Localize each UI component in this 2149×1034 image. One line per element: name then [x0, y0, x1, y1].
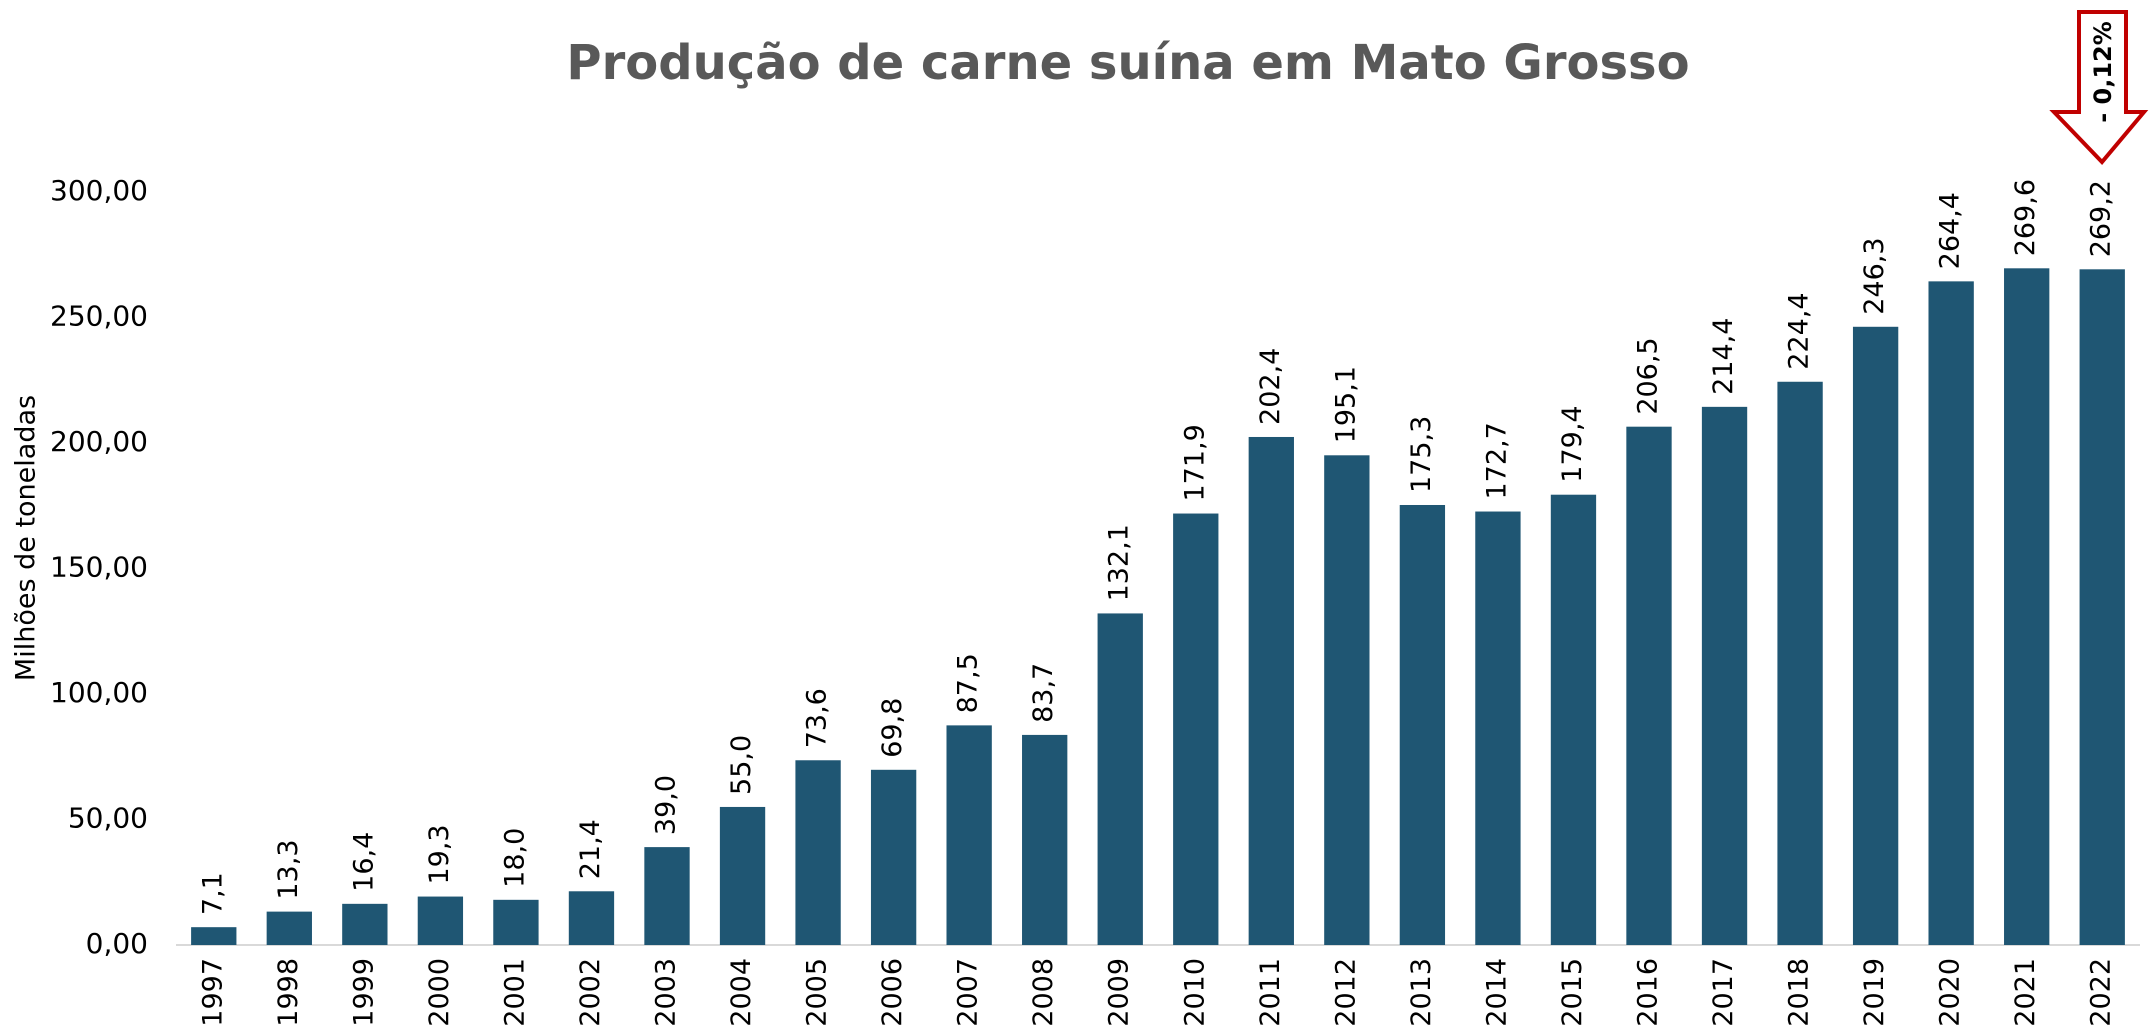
- value-label: 206,5: [1633, 337, 1664, 414]
- x-tick-label: 2018: [1784, 958, 1815, 1027]
- y-tick-label: 0,00: [86, 927, 148, 960]
- bar: [342, 903, 388, 945]
- bar: [1324, 455, 1370, 945]
- x-tick-label: 2022: [2086, 958, 2117, 1027]
- bar: [266, 911, 312, 945]
- x-tick-label: 2009: [1104, 958, 1135, 1027]
- y-tick-label: 300,00: [50, 174, 148, 207]
- chart-title: Produção de carne suína em Mato Grosso: [566, 35, 1689, 91]
- bar: [1022, 734, 1068, 945]
- bar: [1399, 504, 1446, 945]
- x-tick-label: 2006: [877, 958, 908, 1027]
- bar: [1550, 494, 1597, 945]
- y-axis-label: Milhões de toneladas: [11, 395, 42, 681]
- bar: [1701, 406, 1748, 946]
- value-label: 55,0: [726, 735, 757, 795]
- bar: [1626, 426, 1672, 945]
- x-tick-label: 2005: [802, 958, 833, 1027]
- bar: [1097, 613, 1143, 945]
- bar: [1928, 281, 1974, 946]
- value-label: 39,0: [651, 775, 682, 835]
- x-tick-label: 2013: [1406, 958, 1437, 1027]
- value-label: 246,3: [1859, 237, 1890, 314]
- bar: [568, 891, 615, 945]
- bar: [1777, 381, 1823, 946]
- bar: [1248, 436, 1294, 945]
- bar: [2004, 268, 2050, 946]
- value-label: 16,4: [348, 832, 379, 892]
- value-label: 195,1: [1330, 366, 1361, 443]
- value-label: 18,0: [499, 828, 530, 888]
- value-label: 202,4: [1255, 348, 1286, 425]
- annotation: - 0,12%: [2089, 21, 2117, 123]
- bar: [1475, 511, 1521, 945]
- value-label: 19,3: [424, 824, 455, 884]
- x-tick-label: 1999: [348, 958, 379, 1027]
- value-label: 269,2: [2086, 180, 2117, 257]
- value-label: 175,3: [1406, 416, 1437, 493]
- x-tick-label: 2014: [1481, 958, 1512, 1027]
- bar: [870, 769, 917, 945]
- bar: [795, 760, 841, 945]
- value-label: 73,6: [802, 688, 833, 748]
- x-tick-label: 2016: [1633, 958, 1664, 1027]
- x-tick-label: 2020: [1935, 958, 1966, 1027]
- bar: [2079, 269, 2125, 946]
- y-tick-label: 100,00: [50, 676, 148, 709]
- value-label: 21,4: [575, 819, 606, 879]
- value-label: 171,9: [1179, 424, 1210, 501]
- value-label: 224,4: [1784, 292, 1815, 369]
- x-tick-label: 2002: [575, 958, 606, 1027]
- bar: [946, 725, 992, 945]
- x-tick-label: 2012: [1330, 958, 1361, 1027]
- x-tick-label: 2010: [1179, 958, 1210, 1027]
- value-label: 172,7: [1481, 422, 1512, 499]
- x-tick-label: 2001: [499, 958, 530, 1027]
- x-tick-label: 2015: [1557, 958, 1588, 1027]
- bar: [1852, 326, 1899, 945]
- x-tick-label: 2004: [726, 958, 757, 1027]
- value-label: 214,4: [1708, 318, 1739, 395]
- bar: [191, 927, 237, 945]
- y-tick-label: 200,00: [50, 425, 148, 458]
- bar: [493, 899, 539, 945]
- y-tick-label: 150,00: [50, 551, 148, 584]
- x-tick-label: 2021: [2010, 958, 2041, 1027]
- x-tick-label: 2019: [1859, 958, 1890, 1027]
- x-tick-label: 2011: [1255, 958, 1286, 1027]
- x-tick-label: 2003: [651, 958, 682, 1027]
- value-label: 264,4: [1935, 192, 1966, 269]
- y-tick-label: 50,00: [68, 802, 148, 835]
- value-label: 87,5: [953, 653, 984, 713]
- value-label: 13,3: [273, 839, 304, 899]
- value-label: 132,1: [1104, 524, 1135, 601]
- value-label: 83,7: [1028, 663, 1059, 723]
- value-label: 179,4: [1557, 405, 1588, 482]
- bar: [417, 896, 464, 945]
- x-tick-label: 1998: [273, 958, 304, 1027]
- x-tick-label: 2008: [1028, 958, 1059, 1027]
- x-tick-label: 2007: [953, 958, 984, 1027]
- x-tick-label: 2000: [424, 958, 455, 1027]
- value-label: 7,1: [197, 872, 228, 915]
- bar: [644, 847, 690, 945]
- bar: [1173, 513, 1219, 945]
- y-tick-label: 250,00: [50, 300, 148, 333]
- value-label: 269,6: [2010, 179, 2041, 256]
- down-arrow: [2049, 10, 2149, 165]
- x-tick-label: 2017: [1708, 958, 1739, 1027]
- x-tick-label: 1997: [197, 958, 228, 1027]
- value-label: 69,8: [877, 698, 908, 758]
- bar: [719, 806, 766, 945]
